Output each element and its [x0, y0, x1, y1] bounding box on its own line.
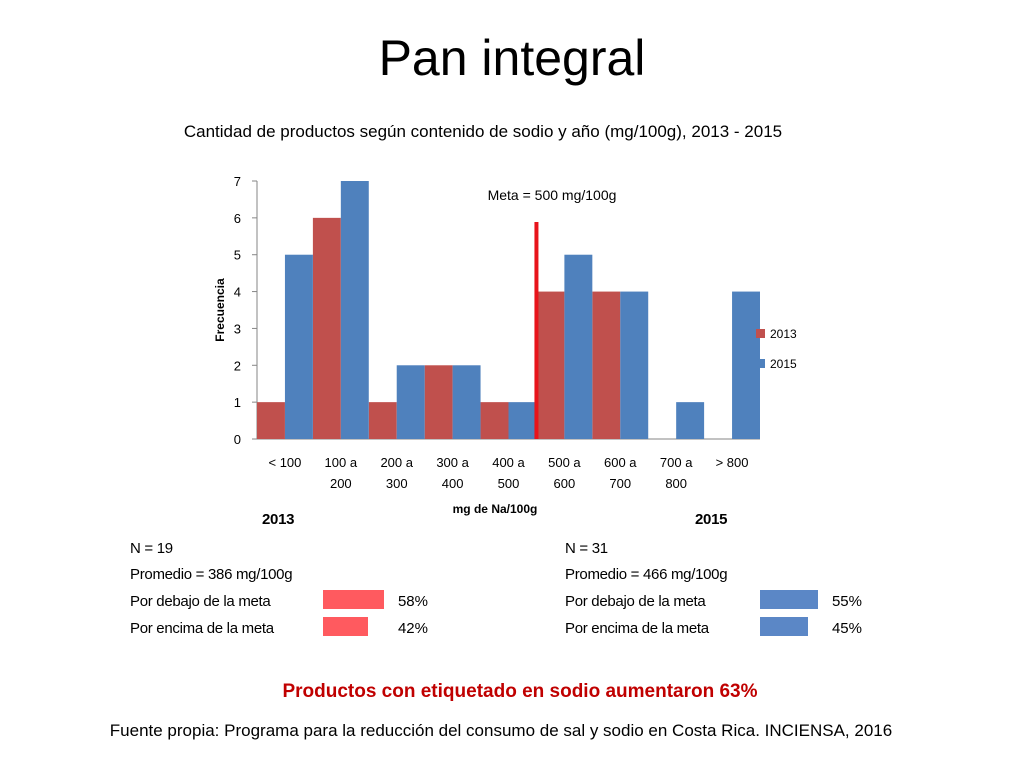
- above-meta-label-2013: Por encima de la meta: [130, 620, 274, 637]
- n-2015: N = 31: [565, 540, 608, 557]
- bar-2013: [424, 365, 453, 439]
- y-tick-label: 4: [234, 285, 241, 300]
- bar-2015: [396, 365, 425, 439]
- x-tick-label: < 100: [268, 455, 301, 470]
- y-tick-label: 0: [234, 432, 241, 447]
- bar-2015: [620, 291, 649, 439]
- source-citation: Fuente propia: Programa para la reducció…: [109, 721, 893, 740]
- y-tick-label: 5: [234, 248, 241, 263]
- bar-2013: [368, 402, 397, 439]
- x-tick-label: 700 a: [660, 455, 693, 470]
- bar-2013: [592, 291, 621, 439]
- legend-label-2013: 2013: [770, 327, 797, 341]
- below-meta-bar-2013: [323, 590, 384, 609]
- below-meta-label-2015: Por debajo de la meta: [565, 593, 706, 610]
- y-tick-label: 2: [234, 358, 241, 373]
- y-tick-label: 3: [234, 321, 241, 336]
- below-meta-pct-2015: 55%: [831, 593, 862, 610]
- x-tick-label: > 800: [716, 455, 749, 470]
- below-meta-bar-2015: [760, 590, 818, 609]
- below-meta-pct-2013: 58%: [397, 593, 428, 610]
- bar-2013: [312, 217, 341, 439]
- legend-swatch-2015: [756, 359, 765, 368]
- x-tick-label: 600: [554, 476, 576, 491]
- above-meta-pct-2013: 42%: [397, 620, 428, 637]
- y-tick-label: 6: [234, 211, 241, 226]
- x-tick-label: 300 a: [436, 455, 469, 470]
- x-tick-label: 800: [665, 476, 687, 491]
- meta-annotation: Meta = 500 mg/100g: [488, 187, 617, 203]
- conclusion-text: Productos con etiquetado en sodio aument…: [282, 681, 758, 702]
- promedio-2015: Promedio = 466 mg/100g: [565, 566, 728, 583]
- x-tick-label: 200: [330, 476, 352, 491]
- below-meta-label-2013: Por debajo de la meta: [130, 593, 271, 610]
- above-meta-bar-2013: [323, 617, 368, 636]
- y-axis-title: Frecuencia: [213, 278, 227, 342]
- x-tick-label: 200 a: [380, 455, 413, 470]
- bar-2015: [452, 365, 481, 439]
- y-tick-label: 7: [234, 174, 241, 189]
- x-tick-label: 400 a: [492, 455, 525, 470]
- legend-label-2015: 2015: [770, 357, 797, 371]
- promedio-2013: Promedio = 386 mg/100g: [130, 566, 293, 583]
- n-2013: N = 19: [130, 540, 173, 557]
- bar-2013: [257, 402, 285, 439]
- bar-2015: [732, 291, 760, 439]
- x-tick-label: 700: [609, 476, 631, 491]
- x-tick-label: 500: [498, 476, 520, 491]
- year-2015-heading: 2015: [695, 511, 728, 528]
- chart-subtitle: Cantidad de productos según contenido de…: [183, 122, 783, 141]
- slide-title: Pan integral: [378, 30, 646, 86]
- x-tick-label: 600 a: [604, 455, 637, 470]
- x-axis-title: mg de Na/100g: [453, 502, 538, 516]
- bar-2015: [508, 402, 537, 439]
- above-meta-pct-2015: 45%: [831, 620, 862, 637]
- x-tick-label: 300: [386, 476, 408, 491]
- y-tick-label: 1: [234, 395, 241, 410]
- bar-2013: [536, 291, 565, 439]
- x-tick-label: 100 a: [325, 455, 358, 470]
- bar-2013: [480, 402, 509, 439]
- above-meta-label-2015: Por encima de la meta: [565, 620, 709, 637]
- frequency-bar-chart: 0 1 2 3 4 5 6 7 < 100 100 a 200 200 a 300 300 a 400 400…: [213, 174, 797, 516]
- bar-2015: [284, 254, 313, 439]
- bar-2015: [564, 254, 593, 439]
- year-2013-heading: 2013: [262, 511, 295, 528]
- x-tick-label: 500 a: [548, 455, 581, 470]
- legend-swatch-2013: [756, 329, 765, 338]
- bar-2015: [676, 402, 705, 439]
- bar-2015: [340, 181, 369, 439]
- above-meta-bar-2015: [760, 617, 808, 636]
- x-tick-label: 400: [442, 476, 464, 491]
